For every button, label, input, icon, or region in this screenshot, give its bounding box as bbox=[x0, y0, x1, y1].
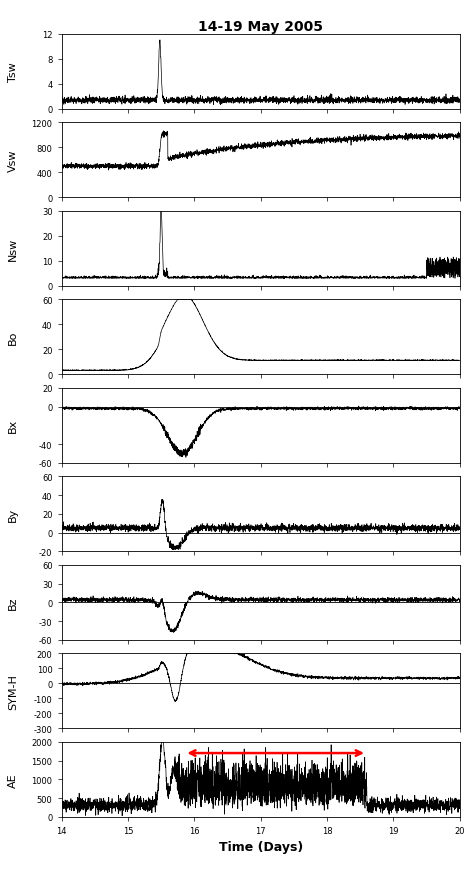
Y-axis label: By: By bbox=[8, 507, 18, 521]
Title: 14-19 May 2005: 14-19 May 2005 bbox=[198, 20, 323, 34]
Y-axis label: Tsw: Tsw bbox=[8, 63, 18, 82]
Y-axis label: Nsw: Nsw bbox=[8, 237, 18, 261]
X-axis label: Time (Days): Time (Days) bbox=[219, 840, 303, 853]
Y-axis label: Bz: Bz bbox=[8, 596, 18, 609]
Y-axis label: Bo: Bo bbox=[8, 330, 18, 345]
Y-axis label: AE: AE bbox=[8, 772, 18, 786]
Y-axis label: SYM-H: SYM-H bbox=[8, 673, 18, 709]
Y-axis label: Bx: Bx bbox=[8, 419, 18, 433]
Y-axis label: Vsw: Vsw bbox=[8, 149, 18, 172]
